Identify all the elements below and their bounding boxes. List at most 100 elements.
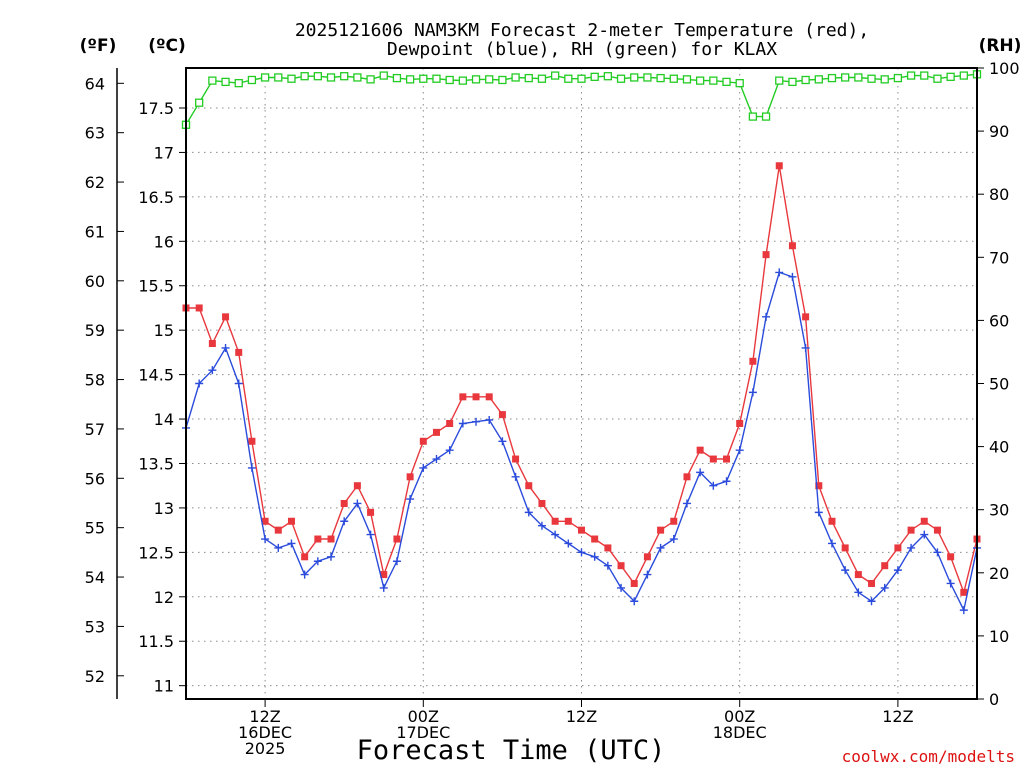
- dewpoint-point: [709, 481, 718, 490]
- rh-point: [709, 76, 718, 85]
- credit-text: coolwx.com/modelts: [842, 747, 1015, 766]
- dewpoint-point: [274, 543, 283, 552]
- dewpoint-point: [682, 499, 691, 508]
- dewpoint-point: [234, 379, 243, 388]
- rh-point: [353, 73, 362, 82]
- temperature-point: [643, 553, 651, 561]
- temperature-point: [538, 499, 546, 507]
- rh-point: [893, 73, 903, 83]
- rh-point: [656, 73, 665, 83]
- dewpoint-point: [524, 508, 533, 517]
- rh-tick-label: 40: [989, 438, 1009, 457]
- rh-point: [748, 112, 758, 121]
- rh-point: [260, 73, 270, 82]
- temperature-point: [235, 348, 243, 356]
- temperature-point: [274, 526, 282, 534]
- temperature-point: [353, 482, 361, 490]
- dewpoint-point: [827, 539, 836, 548]
- temperature-point: [578, 526, 585, 534]
- dewpoint-point: [841, 566, 850, 575]
- rh-point: [498, 75, 507, 85]
- rh-point: [550, 71, 560, 80]
- temperature-point: [854, 571, 862, 579]
- rh-tick-label: 50: [989, 375, 1009, 394]
- dewpoint-point: [920, 530, 929, 539]
- temperature-point: [960, 588, 968, 596]
- dewpoint-point: [643, 570, 652, 579]
- dewpoint-point: [511, 472, 520, 481]
- temperature-point: [261, 517, 269, 525]
- dewpoint-point: [893, 566, 902, 575]
- temperature-point: [762, 251, 770, 259]
- dewpoint-point: [498, 437, 507, 446]
- dewpoint-point: [854, 588, 863, 597]
- rh-point: [234, 78, 243, 88]
- fahrenheit-tick-label: 60: [85, 272, 105, 291]
- rh-tick-label: 80: [989, 185, 1009, 204]
- rh-point: [696, 76, 705, 85]
- time-tick-label: 12Z: [249, 707, 280, 726]
- chart-title-line-1: 2025121606 NAM3KM Forecast 2-meter Tempe…: [295, 20, 869, 41]
- time-tick-label: 12Z: [882, 707, 913, 726]
- rh-point: [405, 75, 415, 84]
- dewpoint-point: [669, 535, 678, 544]
- fahrenheit-tick-label: 59: [85, 321, 105, 340]
- fahrenheit-tick-label: 61: [85, 222, 105, 241]
- rh-point: [880, 75, 889, 84]
- temperature-point: [696, 446, 704, 454]
- temperature-point: [564, 517, 572, 525]
- rh-tick-label: 10: [989, 627, 1009, 646]
- temperature-point: [314, 535, 322, 543]
- rh-point: [603, 72, 613, 81]
- rh-point: [761, 112, 771, 121]
- dewpoint-point: [353, 499, 362, 508]
- rh-tick-label: 90: [989, 122, 1009, 141]
- rh-point: [247, 75, 257, 85]
- dewpoint-point: [300, 570, 309, 579]
- dewpoint-point: [801, 343, 810, 352]
- rh-point: [920, 71, 929, 80]
- temperature-point: [498, 411, 506, 419]
- x-axis-title: Forecast Time (UTC): [357, 735, 666, 766]
- temperature-point: [591, 535, 599, 543]
- celsius-tick-label: 16: [154, 232, 174, 251]
- rh-point: [722, 77, 731, 87]
- temperature-point: [208, 340, 216, 348]
- dewpoint-point: [775, 268, 784, 277]
- temperature-point: [868, 579, 876, 587]
- dewpoint-point: [788, 272, 797, 281]
- time-tick-label: 16DEC: [238, 723, 292, 742]
- celsius-tick-label: 16.5: [138, 188, 174, 207]
- dewpoint-point: [564, 539, 573, 548]
- rh-tick-label: 30: [989, 501, 1009, 520]
- time-tick-label: 18DEC: [713, 723, 767, 742]
- dewpoint-point: [432, 455, 441, 464]
- rh-point: [590, 72, 599, 81]
- temperature-point: [617, 562, 625, 570]
- celsius-tick-label: 14.5: [138, 366, 174, 385]
- dewpoint-point: [392, 557, 401, 566]
- celsius-tick-label: 13.5: [138, 454, 174, 473]
- time-tick-label: 17DEC: [396, 723, 450, 742]
- fahrenheit-tick-label: 54: [85, 568, 105, 587]
- fahrenheit-unit-label: (ºF): [80, 36, 117, 56]
- temperature-series: [182, 162, 981, 596]
- rh-point: [827, 73, 837, 83]
- rh-point: [564, 74, 573, 83]
- rh-point: [340, 72, 349, 81]
- rh-point: [445, 75, 454, 85]
- temperature-point: [709, 455, 717, 463]
- rh-point: [788, 77, 797, 87]
- temperature-point: [881, 562, 889, 570]
- fahrenheit-tick-label: 63: [85, 124, 105, 143]
- dewpoint-point: [287, 539, 296, 548]
- temperature-point: [393, 535, 401, 543]
- rh-point: [195, 98, 204, 107]
- temperature-point: [525, 482, 533, 490]
- celsius-tick-label: 14: [154, 410, 174, 429]
- chart-title-line-2: Dewpoint (blue), RH (green) for KLAX: [387, 39, 777, 60]
- dewpoint-point: [379, 583, 388, 592]
- temperature-point: [775, 162, 783, 170]
- fahrenheit-tick-label: 52: [85, 667, 105, 686]
